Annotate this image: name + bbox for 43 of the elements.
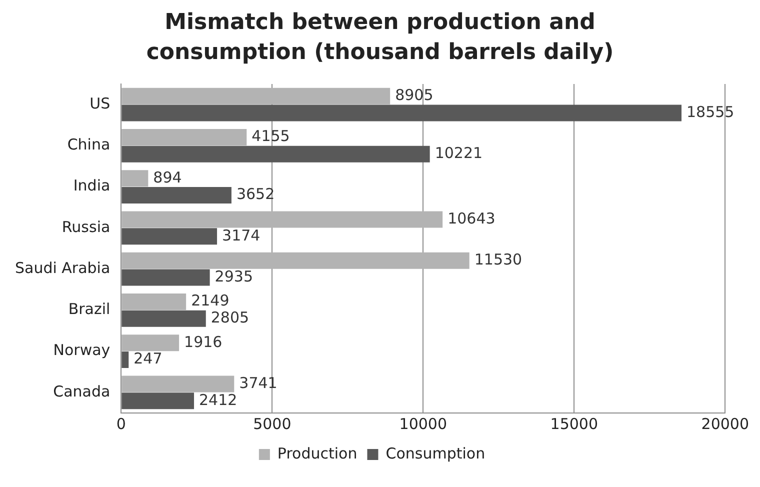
data-label: 894 <box>153 168 182 186</box>
bar <box>122 334 180 352</box>
data-label: 2412 <box>199 390 238 409</box>
data-label: 10221 <box>434 144 483 162</box>
x-tick-label: 20000 <box>701 414 749 433</box>
bar <box>122 392 194 410</box>
bar <box>122 186 232 204</box>
data-label: 10643 <box>448 209 496 228</box>
data-label: 2805 <box>210 308 250 327</box>
legend-label: Consumption <box>386 444 486 462</box>
legend-label: Production <box>277 444 358 462</box>
bar <box>122 269 210 286</box>
bar <box>122 128 247 146</box>
y-tick-label: China <box>67 136 110 154</box>
y-tick-label: Brazil <box>68 300 110 318</box>
y-tick-label: Norway <box>53 341 110 360</box>
bar <box>122 351 129 368</box>
chart-title: Mismatch between production and consumption (thousand barrels daily) <box>145 9 615 67</box>
bar <box>122 146 430 162</box>
x-tick-label: 10000 <box>399 414 448 433</box>
bar <box>122 376 234 392</box>
y-tick-label: US <box>90 94 110 112</box>
y-tick-label: India <box>73 176 110 195</box>
bar <box>122 104 682 122</box>
x-tick-label: 15000 <box>550 414 598 433</box>
data-label: 2149 <box>191 292 230 310</box>
bar <box>122 211 443 228</box>
y-tick-label: Russia <box>62 218 110 236</box>
y-tick-label: Saudi Arabia <box>14 258 110 277</box>
bar <box>122 293 186 310</box>
bar <box>122 228 218 245</box>
bar <box>122 252 470 269</box>
data-label: 2935 <box>214 267 253 286</box>
data-label: 11530 <box>474 250 522 269</box>
bar <box>122 170 148 187</box>
data-label: 247 <box>134 350 162 368</box>
data-label: 1916 <box>184 332 222 351</box>
data-label: 3174 <box>222 226 260 244</box>
bar <box>122 310 206 327</box>
x-tick-label: 5000 <box>253 414 292 433</box>
x-tick-label: 0 <box>116 414 126 433</box>
y-tick-label: Canada <box>53 382 110 400</box>
bar <box>122 88 390 104</box>
